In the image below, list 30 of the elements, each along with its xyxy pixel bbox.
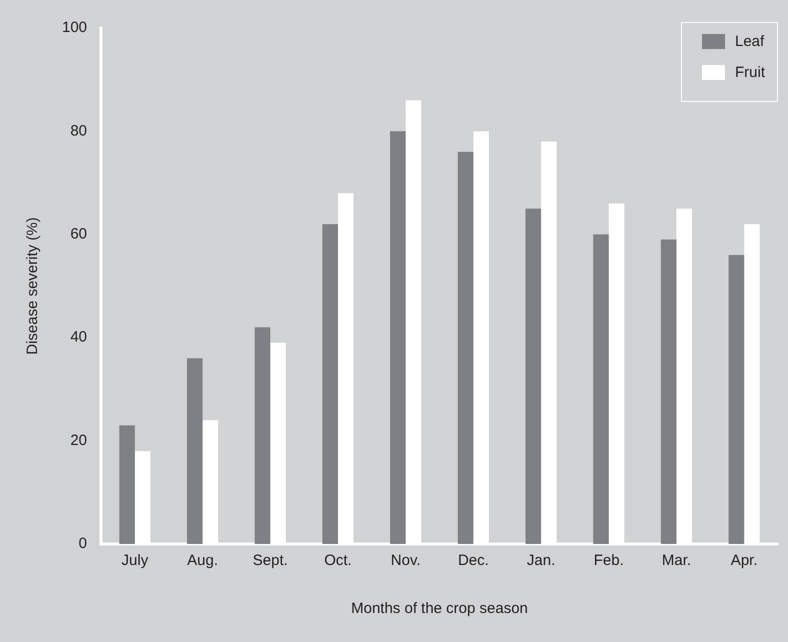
legend-label: Leaf [735, 33, 764, 50]
x-tick-label: Oct. [324, 552, 352, 570]
legend-label: Fruit [735, 64, 765, 81]
bar [458, 152, 474, 544]
bar [187, 358, 203, 544]
y-tick-label: 60 [70, 226, 88, 243]
y-tick-label: 20 [70, 432, 88, 449]
x-tick-label: Mar. [662, 552, 692, 570]
bar [525, 208, 542, 544]
y-tick-label: 40 [70, 328, 88, 346]
bar [119, 425, 135, 544]
bar [728, 255, 744, 544]
bar [660, 240, 676, 544]
bar [593, 234, 609, 544]
x-tick-label: July [122, 552, 149, 570]
y-tick-label: 0 [78, 535, 88, 552]
bar [254, 327, 270, 544]
bar [322, 224, 338, 544]
y-tick-label: 100 [62, 19, 88, 36]
x-tick-label: Aug. [187, 552, 218, 570]
y-axis-title: Disease severity (%) [24, 217, 42, 355]
x-tick-label: Jan. [526, 552, 556, 570]
x-tick-label: Nov. [390, 552, 421, 570]
y-tick-label: 80 [70, 122, 88, 140]
x-tick-label: Apr. [730, 552, 758, 570]
bar [390, 131, 406, 544]
x-axis-title: Months of the crop season [351, 600, 528, 618]
x-tick-label: Sept. [252, 552, 288, 570]
x-tick-label: Dec. [458, 552, 489, 570]
x-tick-label: Feb. [594, 552, 624, 570]
